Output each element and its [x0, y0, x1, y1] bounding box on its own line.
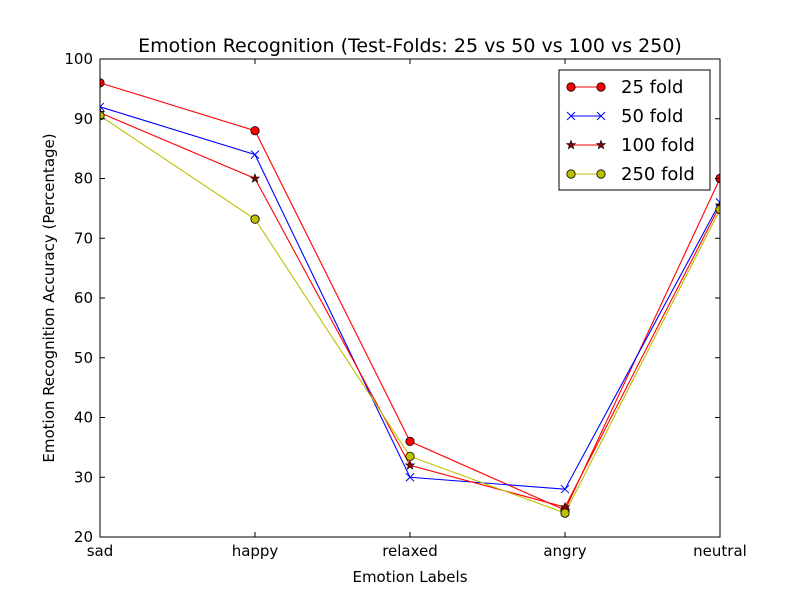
legend-entry: 250 fold [566, 164, 695, 185]
y-tick-label: 60 [74, 289, 93, 307]
x-tick-label: sad [87, 542, 114, 560]
data-point [560, 508, 570, 518]
markers [100, 78, 720, 518]
data-point [100, 102, 105, 112]
legend: 25 fold 50 fold 100 fold 250 fold [558, 69, 711, 191]
legend-entry: 100 fold [565, 135, 695, 156]
y-tick-label: 70 [74, 229, 93, 247]
x-marker-stroke [250, 150, 260, 159]
data-point [250, 150, 260, 159]
x-marker-stroke [560, 484, 570, 494]
plot-area: 20 30 40 50 60 70 80 90 100 sad happy relaxed angry n… [64, 50, 746, 560]
y-axis-label: Emotion Recognition Accuracy (Percentage… [40, 133, 58, 462]
data-point [405, 436, 415, 446]
x-tick-label: happy [232, 542, 279, 560]
y-tick-label: 50 [74, 349, 93, 367]
chart-title: Emotion Recognition (Test-Folds: 25 vs 5… [138, 35, 682, 57]
legend-label: 250 fold [621, 164, 695, 185]
legend-label: 50 fold [621, 106, 683, 127]
y-tick-label: 90 [74, 110, 93, 128]
x-axis-label: Emotion Labels [352, 568, 467, 586]
x-marker-stroke [566, 111, 576, 121]
x-marker-stroke [100, 106, 105, 112]
x-tick-label: neutral [693, 542, 747, 560]
legend-label: 25 fold [621, 77, 683, 98]
data-point [404, 459, 416, 470]
x-marker-stroke [715, 198, 720, 204]
x-tick-label: angry [543, 542, 586, 560]
legend-marker [596, 82, 606, 92]
y-tick-label: 100 [64, 50, 93, 68]
data-point [250, 126, 260, 136]
y-tick-label: 30 [74, 468, 93, 486]
y-tick-label: 20 [74, 528, 93, 546]
legend-marker [596, 169, 606, 179]
legend-marker [566, 82, 576, 92]
y-tick-label: 40 [74, 409, 93, 427]
legend-box [558, 69, 711, 191]
x-marker-stroke [405, 472, 415, 482]
legend-marker [596, 111, 606, 121]
data-point [249, 173, 261, 183]
legend-label: 100 fold [621, 135, 695, 156]
legend-marker [565, 139, 577, 150]
legend-marker [566, 169, 576, 179]
data-point [405, 472, 415, 482]
legend-marker [566, 111, 576, 121]
x-marker-stroke [100, 102, 105, 108]
data-point [405, 451, 415, 461]
legend-marker [595, 139, 607, 150]
data-point [560, 484, 570, 494]
x-marker-stroke [596, 111, 606, 121]
data-point [250, 214, 260, 224]
legend-entry: 50 fold [566, 106, 683, 127]
x-tick-label: relaxed [382, 542, 438, 560]
y-tick-label: 80 [74, 170, 93, 188]
legend-entry: 25 fold [566, 77, 683, 98]
